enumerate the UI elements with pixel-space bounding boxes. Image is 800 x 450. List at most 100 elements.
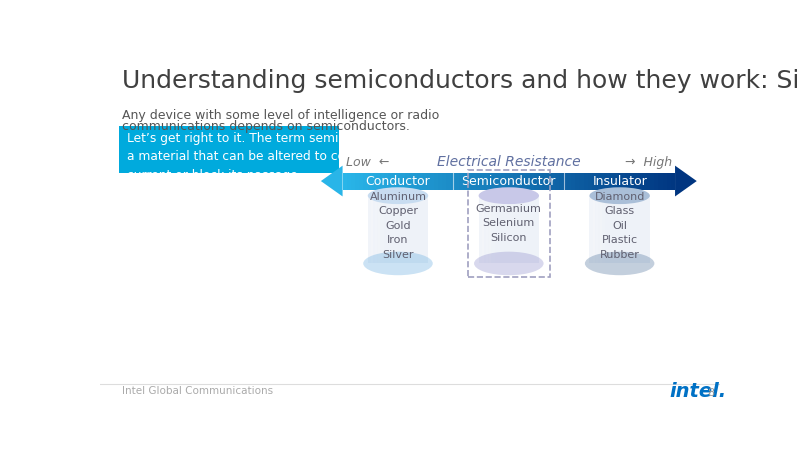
Bar [363,173,367,189]
Bar [650,173,654,189]
Ellipse shape [478,187,539,204]
Bar [471,173,475,189]
Bar [534,173,538,189]
Bar [405,173,409,189]
Bar [630,173,634,189]
Bar [450,173,454,189]
Bar [662,173,666,189]
Bar [571,173,575,189]
Bar [522,173,526,189]
Polygon shape [321,166,342,197]
Bar [459,173,463,189]
Text: intel.: intel. [670,382,726,401]
Text: Insulator: Insulator [592,175,647,188]
Bar [382,196,387,263]
Bar [546,173,550,189]
Bar [501,173,505,189]
Bar [446,173,450,189]
Bar [600,173,604,189]
Bar [554,173,558,189]
Bar [604,173,609,189]
Bar [368,196,428,263]
Ellipse shape [474,252,543,275]
Bar [488,173,492,189]
Bar [467,173,471,189]
Text: Conductor: Conductor [366,175,430,188]
Bar [517,173,522,189]
Bar [386,196,391,263]
Bar [642,173,646,189]
Bar [596,173,600,189]
Bar [671,173,675,189]
Text: Low  ←: Low ← [346,156,389,169]
Bar [478,196,539,263]
Bar [505,173,509,189]
Bar [119,126,338,173]
Bar [368,196,374,263]
Ellipse shape [590,187,650,204]
Bar [558,173,563,189]
Bar [658,173,662,189]
Bar [567,173,571,189]
Bar [346,173,351,189]
Bar [584,173,588,189]
Bar [480,173,484,189]
Bar [489,196,494,263]
Bar [625,173,630,189]
Bar [430,173,434,189]
Bar [621,173,625,189]
Bar [592,173,596,189]
Bar [463,173,467,189]
Bar [371,196,377,263]
Bar [422,173,426,189]
Bar [486,196,491,263]
Ellipse shape [585,252,654,275]
Bar [484,173,488,189]
Bar [482,196,487,263]
Text: Intel Global Communications: Intel Global Communications [122,386,273,396]
Bar [426,173,430,189]
Polygon shape [675,166,697,197]
Text: →  High: → High [625,156,672,169]
Bar [475,173,480,189]
Bar [367,173,372,189]
Bar [646,173,650,189]
Bar [496,196,502,263]
Bar [478,196,484,263]
Bar [542,173,546,189]
Bar [397,173,401,189]
Bar [530,173,534,189]
Bar [590,196,595,263]
Bar [607,196,613,263]
Bar [613,173,617,189]
Bar [454,173,459,189]
Text: 8: 8 [707,388,714,398]
Bar [597,196,602,263]
Bar [492,173,496,189]
Bar [593,196,598,263]
Text: Understanding semiconductors and how they work: Silicon: Understanding semiconductors and how the… [122,69,800,94]
Bar [617,173,621,189]
Bar [418,173,422,189]
Bar [401,173,405,189]
Text: Let’s get right to it. The term semiconductor refers to
a material that can be a: Let’s get right to it. The term semicond… [127,132,456,182]
Bar [355,173,359,189]
Bar [375,196,380,263]
Bar [493,196,498,263]
Bar [563,173,567,189]
Text: Electrical Resistance: Electrical Resistance [437,155,581,169]
Bar [372,173,376,189]
Bar [579,173,584,189]
Text: Diamond
Glass
Oil
Plastic
Rubber: Diamond Glass Oil Plastic Rubber [594,192,645,260]
Bar [380,173,384,189]
Bar [609,173,613,189]
Bar [590,196,650,263]
Bar [538,173,542,189]
Bar [603,196,609,263]
Bar [442,173,446,189]
Bar [638,173,642,189]
Text: Germanium
Selenium
Silicon: Germanium Selenium Silicon [476,204,542,243]
Bar [666,173,671,189]
Bar [393,173,397,189]
Bar [376,173,380,189]
